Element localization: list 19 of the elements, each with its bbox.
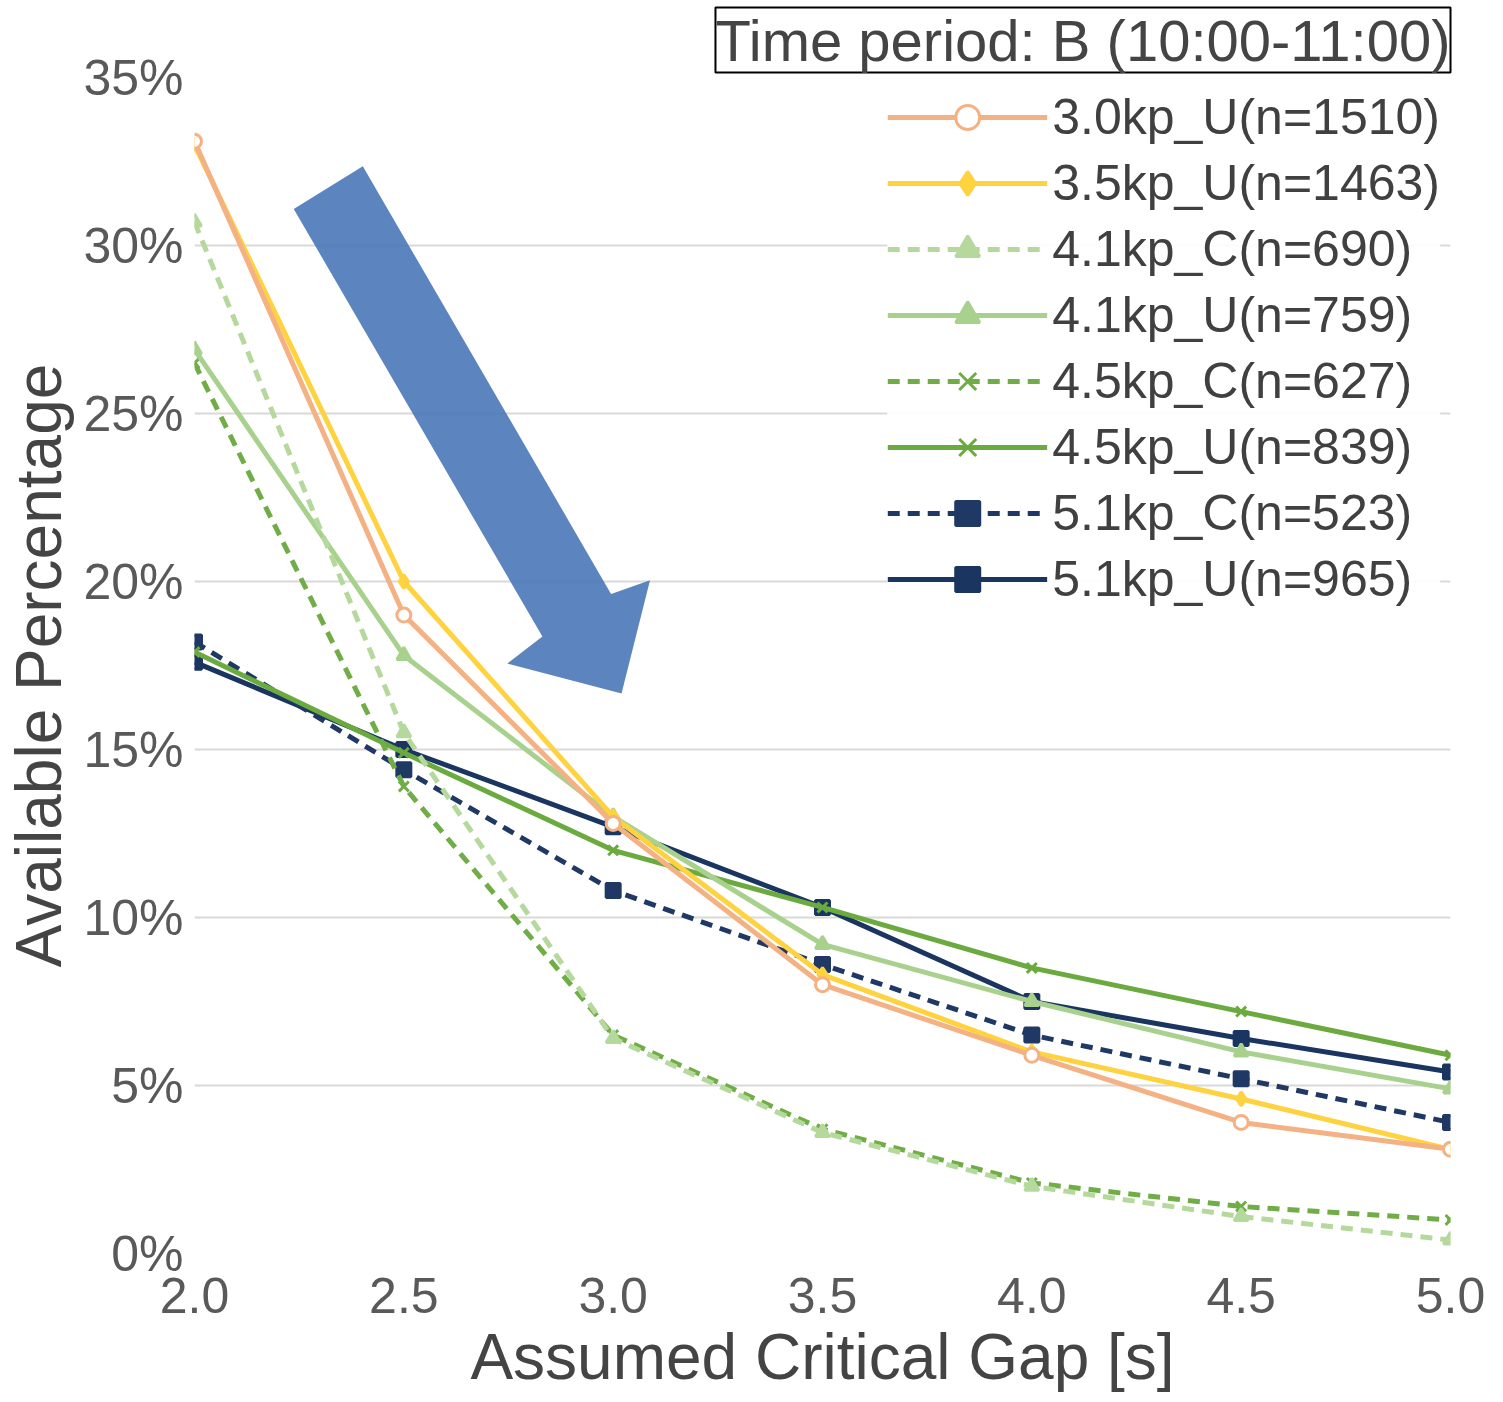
y-tick-label: 20% <box>83 553 184 610</box>
y-tick-label: 5% <box>111 1057 184 1114</box>
y-tick-label: 30% <box>83 217 184 274</box>
x-tick-label: 4.5 <box>1206 1267 1276 1324</box>
x-tick-label: 2.5 <box>369 1267 439 1324</box>
y-tick-label: 35% <box>83 49 184 106</box>
legend-label: 4.5kp_C(n=627) <box>1052 352 1413 410</box>
y-axis-title: Available Percentage <box>3 363 76 968</box>
y-tick-label: 10% <box>83 889 184 946</box>
x-tick-label: 5.0 <box>1415 1267 1486 1324</box>
legend-label: 4.1kp_C(n=690) <box>1052 220 1413 278</box>
legend-label: 3.0kp_U(n=1510) <box>1052 88 1440 146</box>
y-tick-label: 15% <box>83 721 184 778</box>
y-tick-label: 25% <box>83 385 184 442</box>
legend-label: 4.5kp_U(n=839) <box>1052 418 1413 476</box>
legend-label: 5.1kp_C(n=523) <box>1052 484 1413 542</box>
legend-label: 3.5kp_U(n=1463) <box>1052 154 1440 212</box>
legend-label: 5.1kp_U(n=965) <box>1052 550 1413 608</box>
legend-label: 4.1kp_U(n=759) <box>1052 286 1413 344</box>
